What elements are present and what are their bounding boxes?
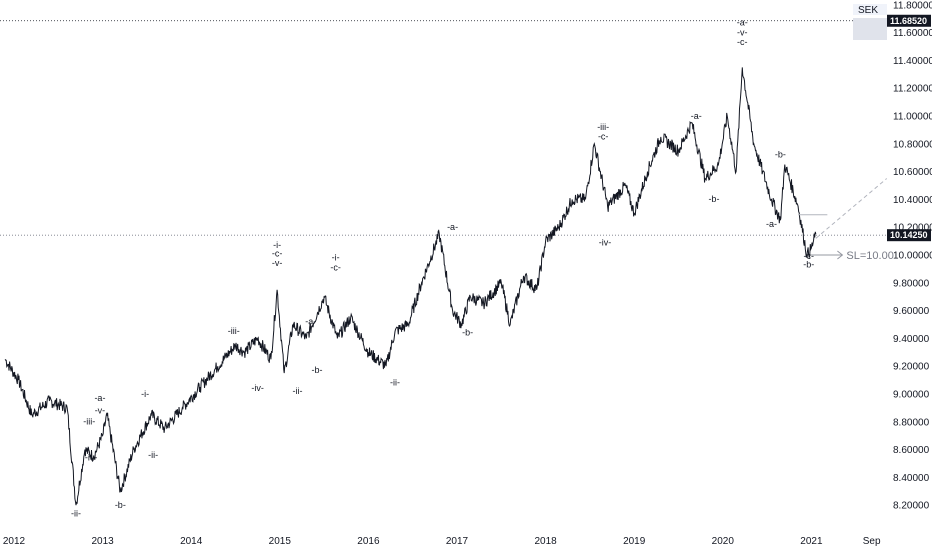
y-tick-label: 9.40000 [893,334,930,345]
x-tick-label: 2014 [180,536,203,547]
y-tick-label: 11.40000 [893,56,932,67]
currency-box [853,4,887,15]
price-scale-highlight [853,18,887,40]
x-axis: 2012 2013 2014 2015 2016 2017 2018 2019 2020 2021… [3,536,881,547]
y-tick-label: 11.00000 [893,112,932,123]
wave-label: -iv- [599,237,612,247]
current-price-flag[interactable]: 10.14250 [887,229,931,242]
wave-label: -c- [803,251,814,261]
wave-label: -iii- [597,122,609,132]
y-tick-label: 11.60000 [893,28,932,39]
y-tick-label: 9.20000 [893,362,930,373]
x-tick-label: Sep [863,536,881,547]
y-axis: 11.80000 11.60000 11.40000 11.20000 11.00000… [893,0,932,511]
wave-label: -i- [273,240,281,250]
projection-line [815,178,888,239]
wave-label: -c- [272,248,283,258]
wave-label: -iii- [228,326,240,336]
x-tick-label: 2020 [712,536,735,547]
wave-label: -ii- [293,386,303,396]
wave-label: -ii- [390,378,400,388]
y-tick-label: 10.80000 [893,139,932,150]
y-tick-label: 10.20000 [893,223,932,234]
wave-annotations: -ii--a--v--iii--iv--b--i--ii--iii--iv--i… [71,18,814,519]
wave-label: -b- [775,150,786,160]
price-series-line [4,67,817,506]
x-tick-label: 2021 [800,536,823,547]
y-tick-label: 9.60000 [893,306,930,317]
wave-label: -b- [708,194,719,204]
x-tick-label: 2012 [3,536,26,547]
wave-label: -b- [803,260,814,270]
top-price-flag[interactable]: 11.68520 [887,14,931,27]
wave-label: -a- [691,111,702,121]
wave-label: -i- [332,253,340,263]
x-tick-label: 2013 [91,536,114,547]
wave-label: -b- [115,500,126,510]
wave-label: -a- [737,18,748,28]
wave-label: -iv- [85,453,98,463]
stop-loss-label: SL=10.00 [846,250,893,262]
wave-label: -b- [462,328,473,338]
y-tick-label: 8.60000 [893,445,930,456]
wave-label: -a- [94,393,105,403]
wave-label: -v- [95,405,106,415]
stop-loss-marker: SL=10.00 [809,250,894,262]
y-tick-label: 10.60000 [893,167,932,178]
wave-label: -c- [598,132,609,142]
wave-label: -b- [312,365,323,375]
y-tick-label: 11.80000 [893,0,932,11]
wave-label: -i- [141,389,149,399]
arrow-right-icon [837,250,844,260]
wave-label: -ii- [71,508,81,518]
wave-label: -a- [447,222,458,232]
wave-label: -v- [737,27,748,37]
x-tick-label: 2016 [357,536,380,547]
wave-label: -v- [272,258,283,268]
y-tick-label: 9.80000 [893,278,930,289]
wave-label: -a- [305,317,316,327]
wave-label: -iv- [251,383,264,393]
y-tick-label: 8.20000 [893,501,930,512]
y-tick-label: 8.40000 [893,473,930,484]
y-tick-label: 10.40000 [893,195,932,206]
y-tick-label: 9.00000 [893,390,930,401]
wave-label: -ii- [148,450,158,460]
x-tick-label: 2015 [269,536,292,547]
y-tick-label: 10.00000 [893,251,932,262]
x-tick-label: 2019 [623,536,646,547]
chart-grid [0,20,886,236]
x-tick-label: 2018 [534,536,557,547]
currency-label: SEK [858,5,878,16]
wave-label: -a- [766,219,777,229]
current-price-value: 10.14250 [890,230,928,240]
y-tick-label: 11.20000 [893,84,932,95]
wave-label: -c- [330,262,341,272]
y-tick-label: 8.80000 [893,417,930,428]
top-price-value: 11.68520 [890,16,927,26]
wave-label: -c- [737,37,748,47]
x-tick-label: 2017 [446,536,469,547]
wave-label: -iii- [83,417,95,427]
